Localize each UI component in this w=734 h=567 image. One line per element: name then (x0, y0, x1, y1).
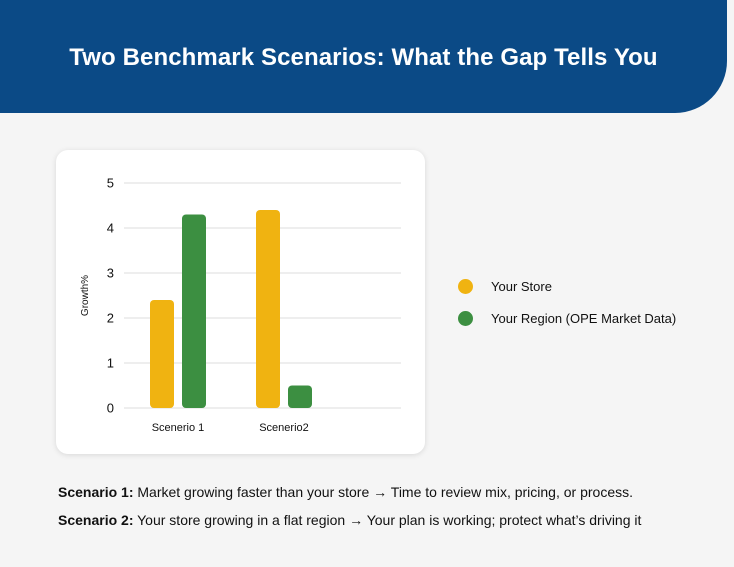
bar-your-store (256, 210, 280, 408)
bar-your-region (182, 214, 206, 408)
y-tick-label: 3 (107, 266, 114, 281)
scenario-note-2: Scenario 2: Your store growing in a flat… (58, 511, 728, 529)
x-tick-label: Scenerio2 (259, 422, 309, 434)
scenario-note-text: Your store growing in a flat region → Yo… (133, 512, 642, 528)
scenario-note-label: Scenario 2: (58, 512, 134, 528)
scenario-note-text: Market growing faster than your store → … (133, 484, 633, 500)
y-tick-label: 0 (107, 401, 114, 416)
x-tick-label: Scenerio 1 (152, 422, 205, 434)
scenario-note-1: Scenario 1: Market growing faster than y… (58, 483, 728, 501)
bar-chart: 0 1 2 3 4 5 Growth% Scenerio 1 Scenerio2 (80, 176, 401, 434)
bar-your-store (150, 300, 174, 408)
legend-label-your-store: Your Store (491, 279, 552, 294)
header-banner: Two Benchmark Scenarios: What the Gap Te… (0, 0, 727, 113)
y-tick-label: 4 (107, 221, 114, 236)
bar-your-region (288, 385, 312, 408)
scenario-note-label: Scenario 1: (58, 484, 134, 500)
legend-label-your-region: Your Region (OPE Market Data) (491, 311, 677, 326)
y-tick-label: 1 (107, 356, 114, 371)
scenario-notes: Scenario 1: Market growing faster than y… (58, 483, 728, 539)
legend-swatch-your-store (458, 279, 473, 294)
y-axis-label: Growth% (80, 275, 91, 316)
y-tick-label: 5 (107, 176, 114, 191)
chart-card: 0 1 2 3 4 5 Growth% Scenerio 1 Scenerio2 (56, 150, 425, 454)
legend-swatch-your-region (458, 311, 473, 326)
y-tick-label: 2 (107, 311, 114, 326)
page-title: Two Benchmark Scenarios: What the Gap Te… (69, 44, 658, 71)
